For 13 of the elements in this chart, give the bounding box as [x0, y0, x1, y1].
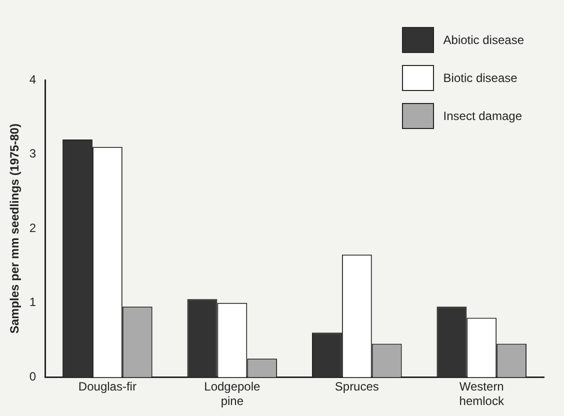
x-tick-label: Lodgepole pine	[204, 380, 261, 408]
x-tick-label: Western hemlock	[459, 380, 505, 408]
x-tick-label: Spruces	[334, 380, 379, 394]
y-tick-label: 3	[29, 146, 36, 161]
y-tick-label: 0	[29, 370, 36, 384]
legend-label: Biotic disease	[443, 71, 518, 85]
y-axis-title: Samples per mm seedlings (1975-80)	[8, 124, 22, 334]
y-tick-label: 4	[29, 72, 36, 86]
x-tick-label: Douglas-fir	[78, 380, 136, 394]
legend-label: Insect damage	[443, 109, 522, 123]
y-tick-label: 1	[29, 295, 36, 310]
y-tick-label: 2	[29, 220, 36, 235]
legend-label: Abiotic disease	[443, 33, 524, 47]
